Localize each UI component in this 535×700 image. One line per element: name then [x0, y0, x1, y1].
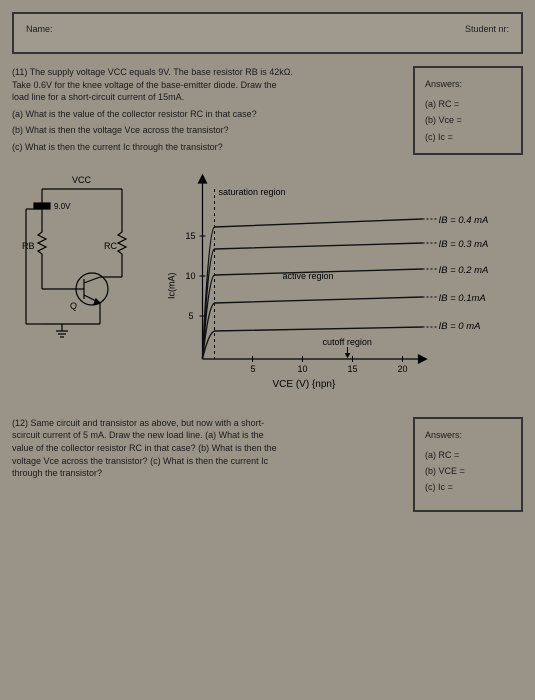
ib-label-1: IB = 0.3 mA [439, 239, 489, 250]
q11-line2: Take 0.6V for the knee voltage of the ba… [12, 79, 403, 92]
ib-label-2: IB = 0.2 mA [439, 265, 489, 276]
q12-line2: scircuit current of 5 mA. Draw the new l… [12, 429, 403, 442]
q11-answer-c: (c) Ic = [425, 129, 511, 145]
curve-ib-0.4 [203, 219, 423, 359]
ytick-5: 5 [189, 311, 194, 321]
q11-answer-a: (a) RC = [425, 96, 511, 112]
q12-answers-header: Answers: [425, 427, 511, 443]
name-label: Name: [26, 24, 53, 34]
q12-text: (12) Same circuit and transistor as abov… [12, 417, 403, 512]
q11-answers-header: Answers: [425, 76, 511, 92]
q12-answers-box: Answers: (a) RC = (b) VCE = (c) Ic = [413, 417, 523, 512]
q11-block: (11) The supply voltage VCC equals 9V. T… [12, 66, 523, 399]
q12-line4: voltage Vce across the transistor? (c) W… [12, 455, 403, 468]
circuit-diagram: VCC 9.0V RB RC [12, 169, 142, 359]
q11-sub-b: (b) What is then the voltage Vce across … [12, 124, 403, 137]
q12-answer-b: (b) VCE = [425, 463, 511, 479]
diagram-row: VCC 9.0V RB RC [12, 169, 523, 399]
curve-ib-0.2 [203, 269, 423, 359]
q11-text: (11) The supply voltage VCC equals 9V. T… [12, 66, 403, 155]
q12-answer-c: (c) Ic = [425, 479, 511, 495]
header-frame: Name: Student nr: [12, 12, 523, 54]
v9-label: 9.0V [54, 202, 71, 211]
cutoff-label: cutoff region [323, 337, 372, 347]
x-axis-label: VCE (V) {npn} [273, 379, 336, 390]
vcc-label: VCC [72, 175, 92, 185]
ib-label-3: IB = 0.1mA [439, 293, 486, 304]
q11-line1: (11) The supply voltage VCC equals 9V. T… [12, 66, 403, 79]
y-axis-label: Ic(mA) [167, 272, 177, 299]
ytick-15: 15 [186, 231, 196, 241]
xtick-20: 20 [398, 364, 408, 374]
q11-sub-a: (a) What is the value of the collector r… [12, 108, 403, 121]
q12-line1: (12) Same circuit and transistor as abov… [12, 417, 403, 430]
q12-block: (12) Same circuit and transistor as abov… [12, 417, 523, 512]
q11-answer-b: (b) Vce = [425, 112, 511, 128]
header-row: Name: Student nr: [26, 24, 509, 34]
saturation-label: saturation region [219, 187, 286, 197]
q12-row: (12) Same circuit and transistor as abov… [12, 417, 523, 512]
rc-label: RC [104, 241, 117, 251]
q11-answers-box: Answers: (a) RC = (b) Vce = (c) Ic = [413, 66, 523, 155]
q12-answer-a: (a) RC = [425, 447, 511, 463]
curve-ib-0.3 [203, 243, 423, 359]
curve-ib-0 [203, 327, 423, 359]
ytick-10: 10 [186, 271, 196, 281]
student-nr-label: Student nr: [465, 24, 509, 34]
xtick-5: 5 [251, 364, 256, 374]
q-label: Q [70, 301, 77, 311]
ic-vce-chart: 5 10 15 5 10 15 20 Ic(mA) VCE (V) {npn} [162, 169, 523, 399]
ib-label-4: IB = 0 mA [439, 321, 481, 332]
q11-sub-c: (c) What is then the current Ic through … [12, 141, 403, 154]
q12-line5: through the transistor? [12, 467, 403, 480]
xtick-15: 15 [348, 364, 358, 374]
q11-row: (11) The supply voltage VCC equals 9V. T… [12, 66, 523, 155]
q11-line3: load line for a short-circuit current of… [12, 91, 403, 104]
q12-line3: value of the collector resistor RC in th… [12, 442, 403, 455]
xtick-10: 10 [298, 364, 308, 374]
rb-label: RB [22, 241, 35, 251]
ib-label-0: IB = 0.4 mA [439, 215, 489, 226]
